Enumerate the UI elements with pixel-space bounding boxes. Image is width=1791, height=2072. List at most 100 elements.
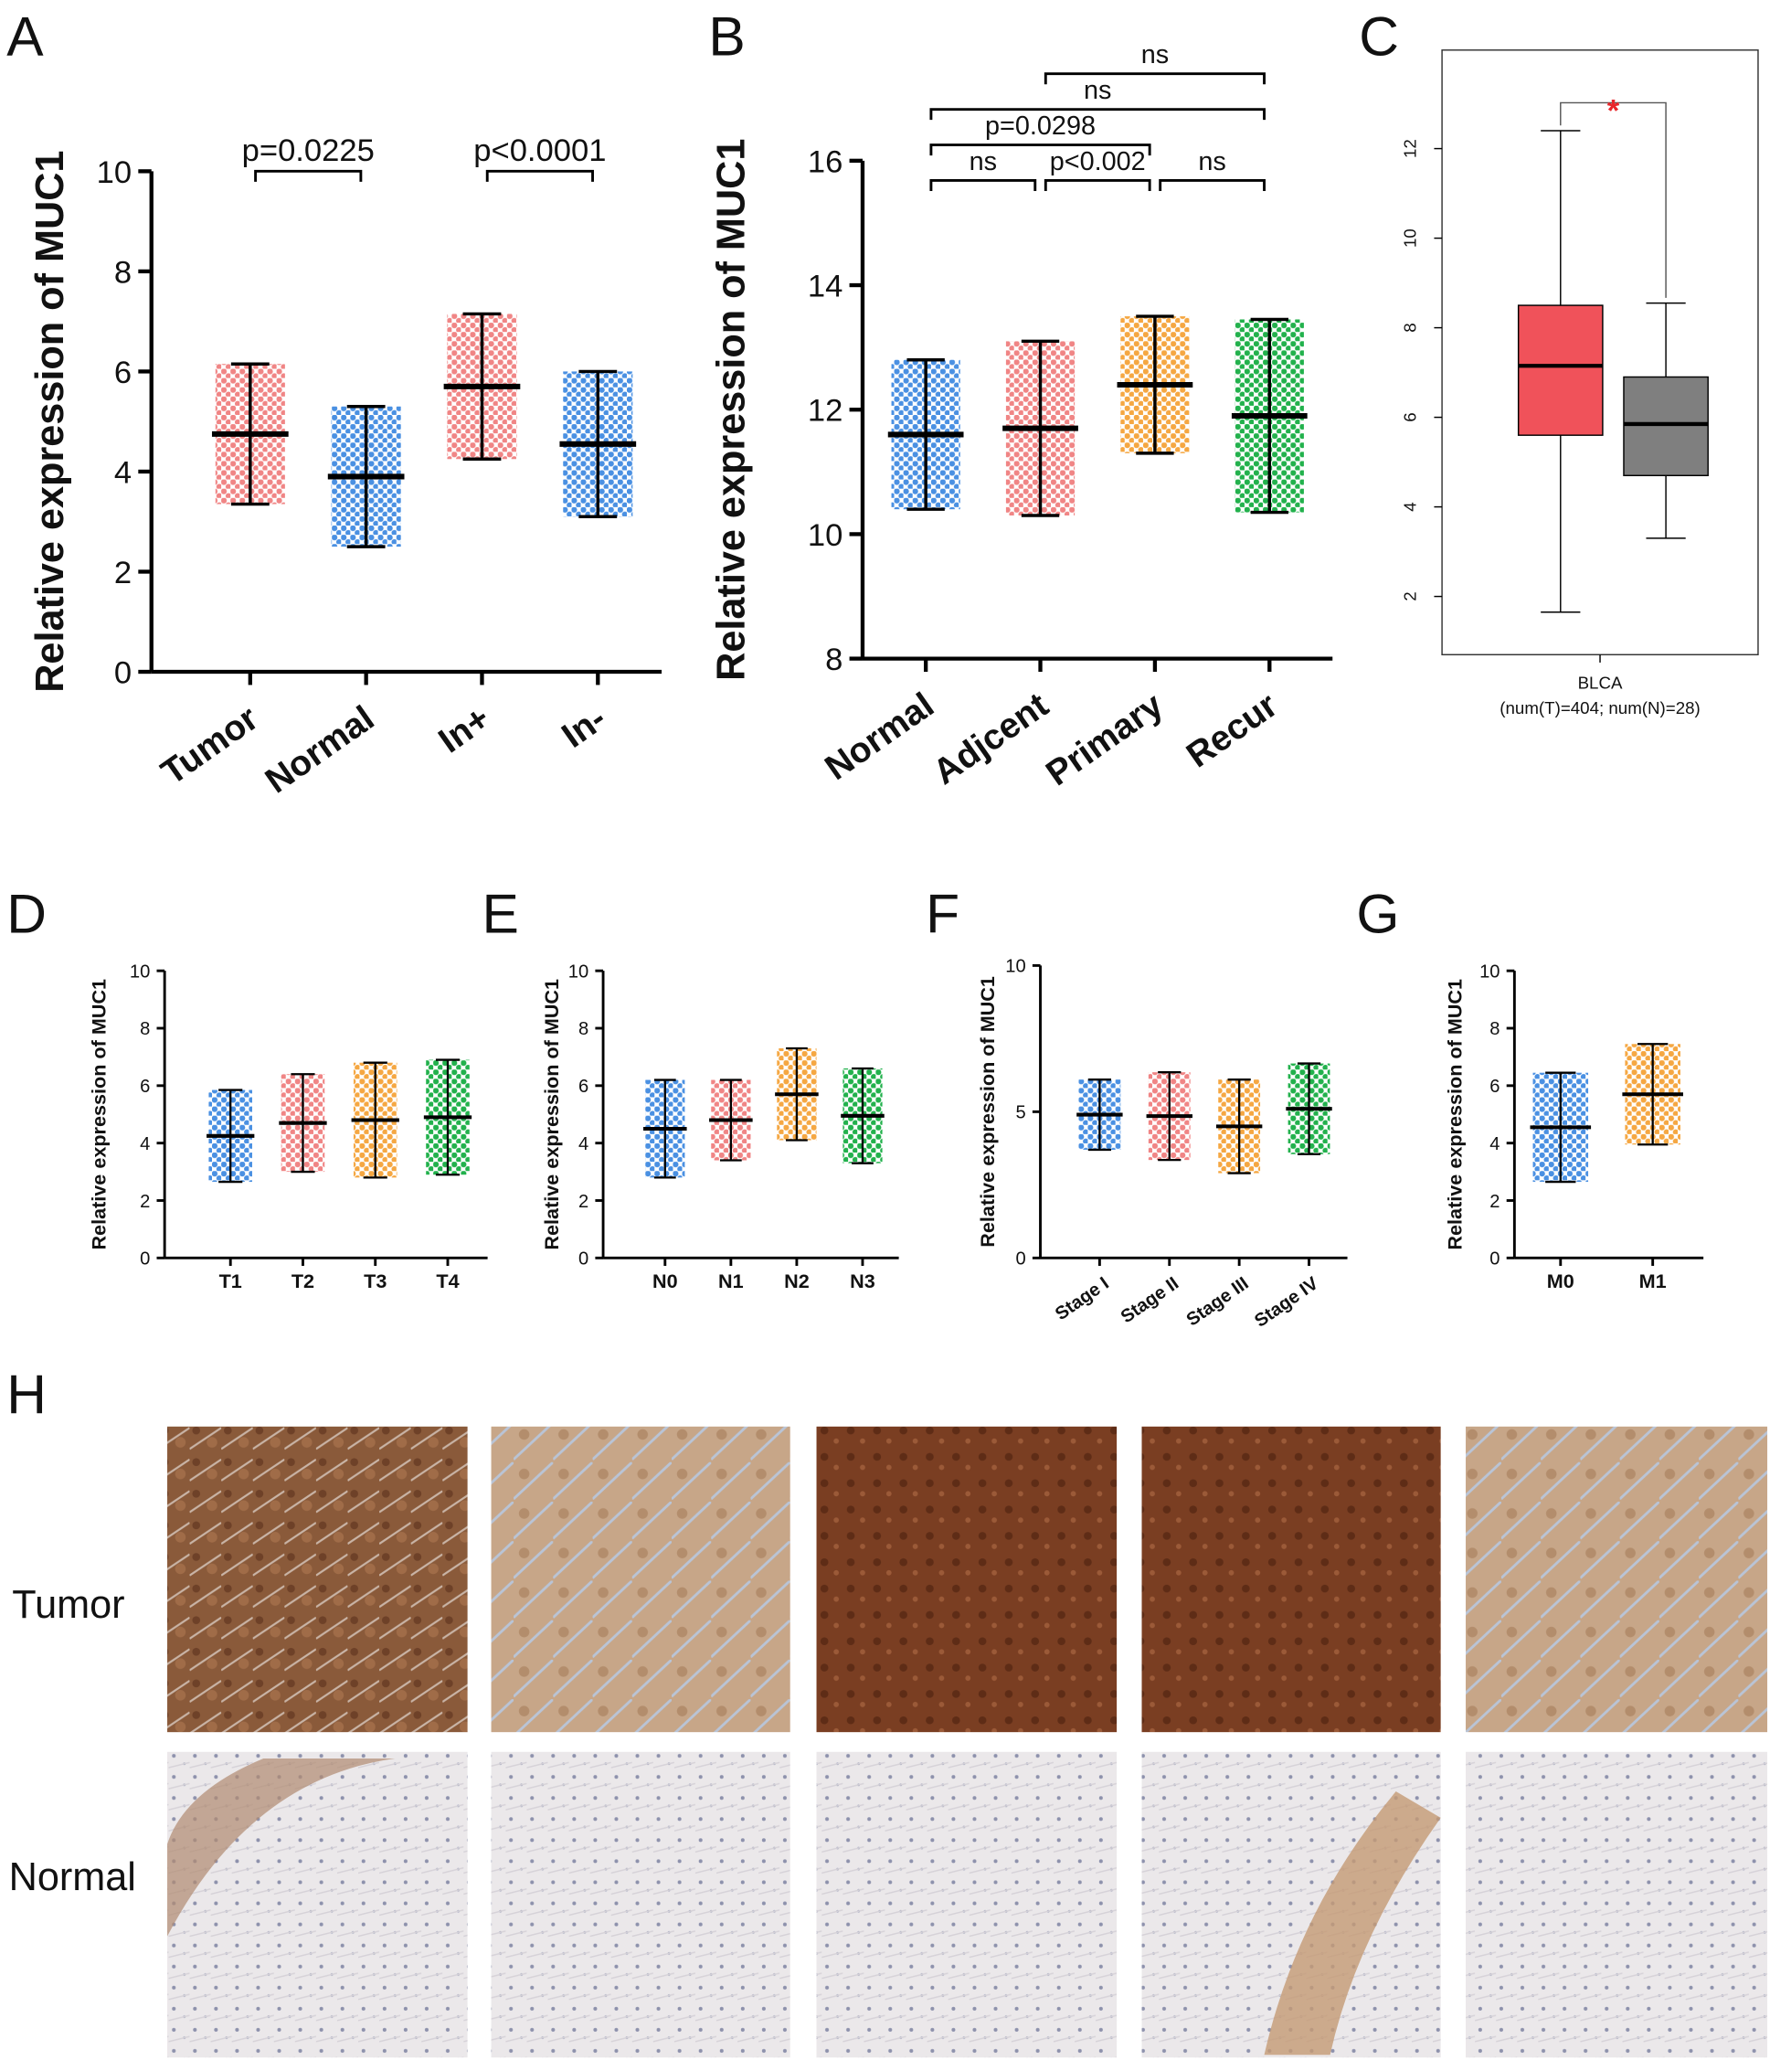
y-tick-label: 2 (114, 556, 132, 590)
y-tick-label: 4 (578, 1134, 588, 1154)
y-tick-label: 10 (1005, 957, 1025, 977)
significance-label: ns (1084, 76, 1111, 105)
y-tick-label: 6 (114, 356, 132, 390)
y-tick-label: 2 (1400, 591, 1419, 600)
significance-label: ns (970, 147, 997, 176)
y-tick-label: 0 (578, 1249, 588, 1270)
x-tick-label: Normal (259, 698, 381, 801)
row-label: Tumor (12, 1583, 124, 1627)
y-tick-label: 8 (140, 1019, 150, 1039)
y-tick-label: 10 (808, 518, 843, 553)
ihc-image (491, 1426, 790, 1733)
panel-label: B (708, 5, 745, 68)
y-axis-label: Relative expression of MUC1 (28, 151, 72, 693)
y-tick-label: 6 (1400, 412, 1419, 421)
y-tick-label: 6 (578, 1077, 588, 1097)
x-tick-label: T2 (291, 1270, 314, 1292)
panel-label: E (482, 882, 518, 944)
significance-bracket (1560, 101, 1667, 298)
ihc-image (816, 1751, 1118, 2058)
whisker-high (1646, 302, 1686, 377)
y-tick-label: 4 (114, 455, 132, 490)
whisker-low (1646, 475, 1686, 539)
box (1517, 304, 1604, 436)
significance-bracket (485, 169, 594, 182)
y-tick-label: 8 (1489, 1019, 1500, 1039)
y-tick-label: 10 (1400, 228, 1419, 248)
x-tick-label: Tumor (154, 698, 265, 792)
ihc-tissue (167, 1758, 396, 1937)
y-tick-label: 5 (1015, 1103, 1025, 1123)
significance-bracket (1159, 179, 1266, 191)
x-tick-label: Adjcent (927, 685, 1056, 792)
significance-bracket (254, 169, 363, 182)
y-tick-label: 12 (1400, 139, 1419, 158)
whisker-high (1541, 130, 1581, 306)
y-axis-label: Relative expression of MUC1 (87, 979, 110, 1250)
x-tick-label: T3 (364, 1270, 387, 1292)
whisker-low (1541, 435, 1581, 613)
x-axis-label: BLCA (1578, 674, 1623, 693)
y-tick-label: 16 (808, 144, 843, 179)
y-tick-label: 2 (140, 1192, 150, 1212)
ihc-image (1141, 1426, 1441, 1733)
y-tick-label: 14 (808, 269, 843, 303)
panel-label: G (1356, 882, 1399, 944)
x-tick-label: M1 (1639, 1270, 1667, 1292)
ihc-image (816, 1426, 1118, 1733)
y-tick-label: 8 (114, 255, 132, 290)
y-tick-label: 2 (578, 1192, 588, 1212)
significance-bracket (929, 179, 1037, 191)
box (1623, 376, 1709, 477)
panel-label: C (1359, 5, 1399, 68)
ihc-image (491, 1751, 790, 2058)
y-tick-label: 2 (1489, 1192, 1500, 1212)
panel-label: D (6, 882, 47, 944)
y-axis-label: Relative expression of MUC1 (540, 979, 563, 1250)
y-tick-label: 8 (1400, 323, 1419, 332)
x-tick-label: T4 (436, 1270, 459, 1292)
significance-bracket (929, 143, 1151, 156)
significance-label: p<0.0001 (473, 133, 606, 168)
x-tick-label: In- (555, 698, 613, 755)
ihc-images (167, 1426, 1768, 2058)
significance-label: * (1607, 94, 1620, 129)
y-tick-label: 8 (825, 643, 843, 677)
row-label: Normal (9, 1855, 136, 1899)
y-tick-label: 6 (140, 1077, 150, 1097)
y-tick-label: 0 (1489, 1249, 1500, 1270)
significance-bracket (929, 108, 1266, 121)
panel-label: F (926, 882, 959, 944)
significance-label: ns (1141, 40, 1169, 69)
panel-label: A (6, 5, 44, 68)
y-tick-label: 0 (1015, 1249, 1025, 1270)
y-tick-label: 4 (1489, 1134, 1500, 1154)
y-tick-label: 10 (1479, 962, 1500, 982)
x-tick-label: N3 (850, 1270, 875, 1292)
y-tick-label: 4 (1400, 502, 1419, 511)
significance-label: p<0.002 (1050, 147, 1146, 176)
x-tick-label: Primary (1039, 685, 1171, 794)
y-axis-label: Relative expression of MUC1 (709, 139, 753, 681)
y-tick-label: 12 (808, 394, 843, 429)
x-tick-label: N0 (652, 1270, 678, 1292)
x-tick-label: Stage III (1183, 1273, 1253, 1330)
x-axis-note: (num(T)=404; num(N)=28) (1500, 698, 1701, 717)
y-axis-label: Relative expression of MUC1 (976, 976, 999, 1248)
x-tick-label: M0 (1547, 1270, 1574, 1292)
x-tick-label: Stage II (1118, 1273, 1182, 1327)
ihc-image (167, 1426, 468, 1733)
panel-label: H (6, 1363, 47, 1425)
y-tick-label: 10 (130, 962, 150, 982)
x-tick-label: In+ (432, 698, 498, 760)
x-tick-label: T1 (219, 1270, 242, 1292)
significance-label: p=0.0225 (242, 133, 375, 168)
y-tick-label: 0 (140, 1249, 150, 1270)
y-axis-label: Relative expression of MUC1 (1444, 979, 1467, 1250)
significance-label: ns (1198, 147, 1225, 176)
ihc-tissue (1264, 1791, 1441, 2056)
significance-label: p=0.0298 (985, 112, 1096, 141)
x-tick-label: N2 (784, 1270, 810, 1292)
